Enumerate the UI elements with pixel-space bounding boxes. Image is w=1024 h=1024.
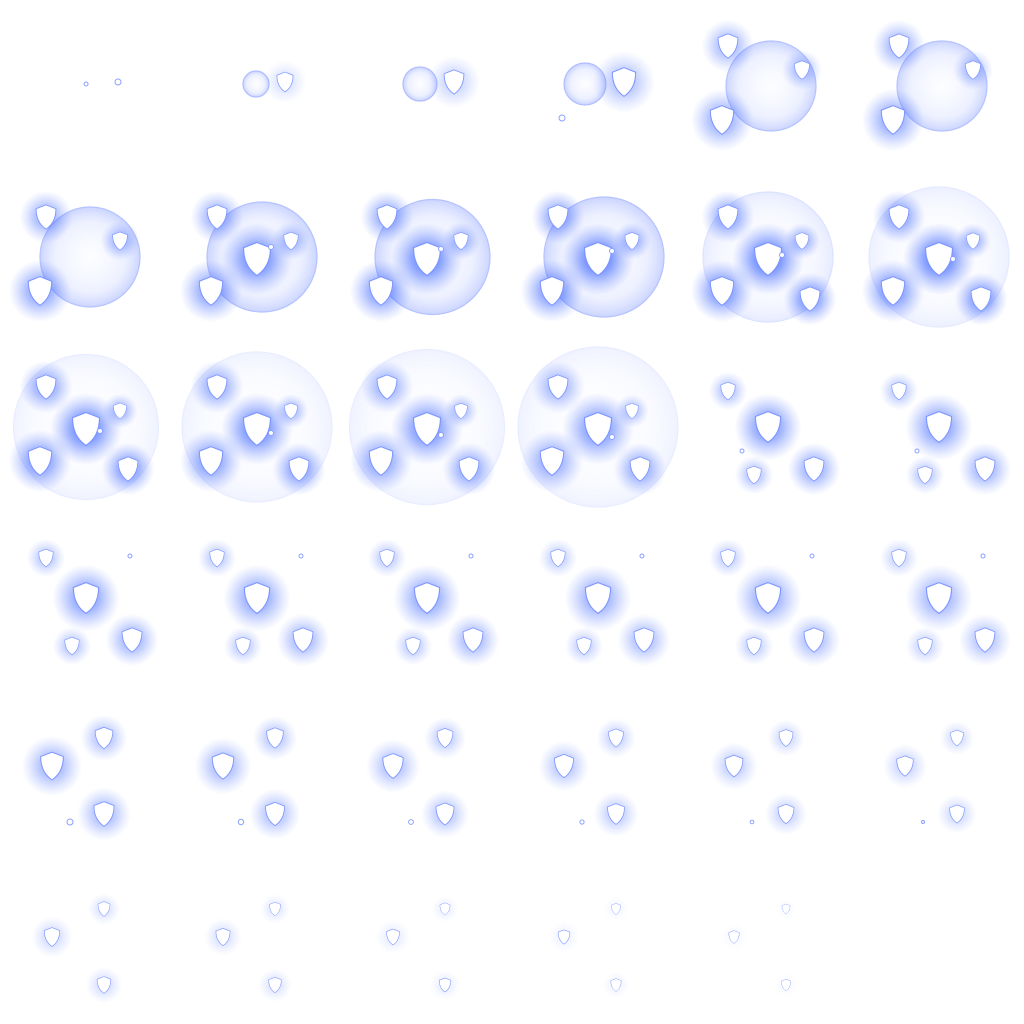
sprite-frame-12 <box>853 171 1023 341</box>
sprite-frame-32 <box>171 853 341 1023</box>
sprite-frame-5 <box>682 0 852 170</box>
sprite-frame-30 <box>853 682 1023 852</box>
sprite-frame-26 <box>171 682 341 852</box>
frame-art <box>558 50 656 122</box>
frame-art <box>690 190 837 326</box>
spark-particle <box>408 819 414 825</box>
frame-art <box>8 190 141 323</box>
sprite-frame-25 <box>0 682 170 852</box>
frame-art <box>402 55 481 109</box>
sprite-frame-18 <box>853 341 1023 511</box>
sprite-frame-4 <box>512 0 682 170</box>
spark-particle <box>558 114 566 122</box>
sprite-frame-35 <box>682 853 852 1023</box>
sprite-frame-27 <box>341 682 511 852</box>
frame-art <box>179 190 318 323</box>
sprite-frame-29 <box>682 682 852 852</box>
spark-particle <box>609 248 615 254</box>
sprite-frame-10 <box>512 171 682 341</box>
spark-particle <box>950 256 956 262</box>
sprite-frame-1 <box>0 0 170 170</box>
sprite-frame-33 <box>341 853 511 1023</box>
frame-art <box>517 346 679 508</box>
spark-particle <box>438 432 444 438</box>
frame-art <box>8 353 160 501</box>
sprite-frame-14 <box>171 341 341 511</box>
sprite-frame-28 <box>512 682 682 852</box>
frame-art <box>204 894 292 1002</box>
spark-particle <box>83 81 89 87</box>
spark-particle <box>127 553 133 559</box>
spark-particle <box>114 78 122 86</box>
sprite-frame-22 <box>512 512 682 682</box>
frame-art <box>548 896 630 999</box>
frame-art <box>520 190 665 323</box>
spark-particle <box>268 244 274 250</box>
sprite-frame-31 <box>0 853 170 1023</box>
sprite-frame-7 <box>0 171 170 341</box>
frame-art <box>538 718 639 837</box>
frame-art <box>879 371 1012 496</box>
frame-art <box>861 19 994 152</box>
frame-art <box>31 893 123 1004</box>
spark-particle <box>97 428 103 434</box>
frame-art <box>349 190 491 323</box>
sprite-frame-16 <box>512 341 682 511</box>
sprite-frame-13 <box>0 341 170 511</box>
sprite-frame-23 <box>682 512 852 682</box>
frame-art <box>21 714 131 841</box>
frame-art <box>348 348 506 506</box>
sprite-frame-21 <box>341 512 511 682</box>
frame-art <box>690 19 823 152</box>
frame-art <box>194 715 301 840</box>
sprite-frame-11 <box>682 171 852 341</box>
spark-particle <box>914 448 920 454</box>
frame-art <box>197 538 330 667</box>
spark-particle <box>298 553 304 559</box>
spark-particle <box>66 818 74 826</box>
frame-art <box>26 538 159 667</box>
sprite-frame-6 <box>853 0 1023 170</box>
spark-particle <box>268 430 274 436</box>
sprite-frame-17 <box>682 341 852 511</box>
frame-art <box>719 898 799 998</box>
frame-art <box>375 895 461 1001</box>
sprite-frame-19 <box>0 512 170 682</box>
spark-particle <box>468 553 474 559</box>
sprite-frame-8 <box>171 171 341 341</box>
sprite-frame-20 <box>171 512 341 682</box>
frame-art <box>367 538 500 667</box>
spark-particle <box>921 820 925 824</box>
spark-particle <box>579 819 585 825</box>
frame-art <box>879 538 1012 667</box>
frame-art <box>710 719 808 836</box>
frame-art <box>83 78 122 87</box>
frame-art <box>538 538 671 667</box>
frame-art <box>708 538 841 667</box>
spark-particle <box>739 448 745 454</box>
spark-particle <box>438 246 444 252</box>
frame-art <box>242 60 307 104</box>
spark-particle <box>779 252 785 258</box>
frame-art <box>179 351 333 503</box>
spark-particle <box>237 818 245 826</box>
sprite-frame-3 <box>341 0 511 170</box>
sprite-frame-2 <box>171 0 341 170</box>
spark-particle <box>749 819 755 825</box>
frame-art <box>861 186 1010 328</box>
sprite-frame-15 <box>341 341 511 511</box>
sprite-frame-34 <box>512 853 682 1023</box>
spark-particle <box>980 553 986 559</box>
spark-particle <box>609 434 615 440</box>
sprite-frame-24 <box>853 512 1023 682</box>
frame-art <box>882 720 977 834</box>
spark-particle <box>809 553 815 559</box>
spark-particle <box>639 553 645 559</box>
sprite-frame-9 <box>341 171 511 341</box>
frame-art <box>366 717 469 838</box>
frame-art <box>708 371 841 496</box>
